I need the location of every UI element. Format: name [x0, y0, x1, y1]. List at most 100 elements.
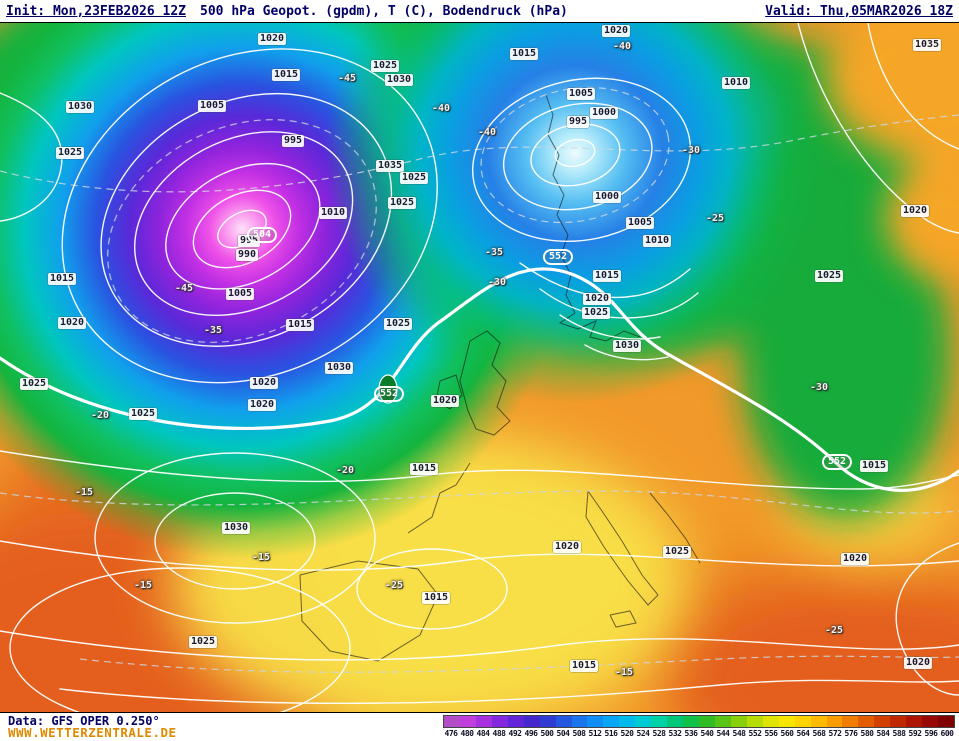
- colorbar-tick: 580: [860, 729, 874, 738]
- pressure-label: 1005: [566, 88, 596, 100]
- pressure-label: 995: [281, 135, 305, 147]
- colorbar-swatch: [826, 716, 843, 727]
- colorbar-swatch: [571, 716, 588, 727]
- pressure-label: 1015: [859, 460, 889, 472]
- colorbar-tick: 544: [716, 729, 730, 738]
- pressure-label: 1015: [47, 273, 77, 285]
- colorbar-tick: 488: [492, 729, 506, 738]
- pressure-label: 1015: [592, 270, 622, 282]
- temperature-label: -25: [824, 625, 844, 636]
- colorbar-swatch: [922, 716, 939, 727]
- colorbar-swatch: [603, 716, 620, 727]
- colorbar-tick: 548: [732, 729, 746, 738]
- pressure-label: 1030: [324, 362, 354, 374]
- colorbar-tick: 600: [940, 729, 954, 738]
- map-footer: Data: GFS OPER 0.250° WWW.WETTERZENTRALE…: [0, 713, 959, 741]
- pressure-label: 990: [235, 249, 259, 261]
- colorbar: 476 480 484 488 492 496 500 504 508 512 516 520 524 5…: [443, 715, 955, 738]
- pressure-label: 1025: [814, 270, 844, 282]
- colorbar-swatch: [730, 716, 747, 727]
- website-credit: WWW.WETTERZENTRALE.DE: [8, 725, 177, 740]
- colorbar-swatch: [762, 716, 779, 727]
- pressure-label: 1015: [271, 69, 301, 81]
- pressure-label: 1025: [662, 546, 692, 558]
- colorbar-swatch: [794, 716, 811, 727]
- colorbar-swatch: [810, 716, 827, 727]
- pressure-label: 1025: [188, 636, 218, 648]
- map-label-layer: 1020 1015 1025 1030 1005 995 1030 1025 1010 1035 1…: [0, 23, 959, 712]
- colorbar-swatch: [938, 716, 954, 727]
- colorbar-tick: 480: [460, 729, 474, 738]
- colorbar-swatch: [491, 716, 508, 727]
- colorbar-tick: 500: [540, 729, 554, 738]
- colorbar-swatch: [523, 716, 540, 727]
- temperature-label: -15: [251, 552, 271, 563]
- colorbar-tick: 556: [764, 729, 778, 738]
- colorbar-swatches: [443, 715, 955, 728]
- pressure-label: 1015: [569, 660, 599, 672]
- colorbar-tick: 564: [796, 729, 810, 738]
- pressure-label: 1030: [65, 101, 95, 113]
- colorbar-swatch: [714, 716, 731, 727]
- geopotential-label: 504: [246, 227, 278, 243]
- pressure-label: 1020: [552, 541, 582, 553]
- pressure-label: 1030: [221, 522, 251, 534]
- temperature-contours: [0, 86, 959, 673]
- temperature-label: -15: [614, 667, 634, 678]
- colorbar-swatch: [587, 716, 604, 727]
- init-time: Init: Mon,23FEB2026 12Z: [6, 3, 187, 19]
- colorbar-tick: 484: [476, 729, 490, 738]
- colorbar-tick: 504: [556, 729, 570, 738]
- colorbar-swatch: [746, 716, 763, 727]
- colorbar-tick: 516: [604, 729, 618, 738]
- pressure-label: 1025: [383, 318, 413, 330]
- colorbar-tick: 528: [652, 729, 666, 738]
- map-title: 500 hPa Geopot. (gpdm), T (C), Bodendruc…: [200, 3, 568, 19]
- colorbar-tick: 596: [924, 729, 938, 738]
- pressure-label: 1020: [57, 317, 87, 329]
- pressure-label: 1005: [225, 288, 255, 300]
- geopotential-label: 552: [373, 386, 405, 402]
- colorbar-tick: 560: [780, 729, 794, 738]
- pressure-label: 1025: [128, 408, 158, 420]
- temperature-label: -35: [203, 325, 223, 336]
- colorbar-tick: 584: [876, 729, 890, 738]
- pressure-label: 1010: [721, 77, 751, 89]
- colorbar-tick: 496: [524, 729, 538, 738]
- pressure-label: 1020: [430, 395, 460, 407]
- synoptic-map: 1020 1015 1025 1030 1005 995 1030 1025 1010 1035 1…: [0, 22, 959, 713]
- colorbar-tick: 476: [444, 729, 458, 738]
- colorbar-swatch: [890, 716, 907, 727]
- pressure-label: 1000: [589, 107, 619, 119]
- colorbar-tick: 568: [812, 729, 826, 738]
- colorbar-tick: 520: [620, 729, 634, 738]
- colorbar-tick: 552: [748, 729, 762, 738]
- pressure-label: 1000: [592, 191, 622, 203]
- colorbar-swatch: [555, 716, 572, 727]
- pressure-label: 1025: [399, 172, 429, 184]
- pressure-label: 1020: [582, 293, 612, 305]
- geopotential-label: 552: [542, 249, 574, 265]
- temperature-label: -15: [133, 580, 153, 591]
- temperature-label: -45: [337, 73, 357, 84]
- pressure-label: 995: [566, 116, 590, 128]
- colorbar-swatch: [842, 716, 859, 727]
- map-header: Init: Mon,23FEB2026 12Z 500 hPa Geopot. …: [0, 0, 959, 22]
- temperature-label: -15: [74, 487, 94, 498]
- data-source: Data: GFS OPER 0.250°: [8, 714, 160, 728]
- colorbar-tick: 572: [828, 729, 842, 738]
- valid-time: Valid: Thu,05MAR2026 18Z: [765, 3, 953, 19]
- pressure-label: 1025: [55, 147, 85, 159]
- colorbar-swatch: [667, 716, 684, 727]
- pressure-label: 1035: [375, 160, 405, 172]
- temperature-label: -30: [487, 277, 507, 288]
- colorbar-swatch: [651, 716, 668, 727]
- pressure-label: 1020: [257, 33, 287, 45]
- colorbar-tick: 536: [684, 729, 698, 738]
- colorbar-ticks: 476 480 484 488 492 496 500 504 508 512 516 520 524 5…: [443, 729, 955, 738]
- colorbar-swatch: [858, 716, 875, 727]
- coastlines: [299, 94, 701, 662]
- colorbar-swatch: [874, 716, 891, 727]
- temperature-label: -25: [384, 580, 404, 591]
